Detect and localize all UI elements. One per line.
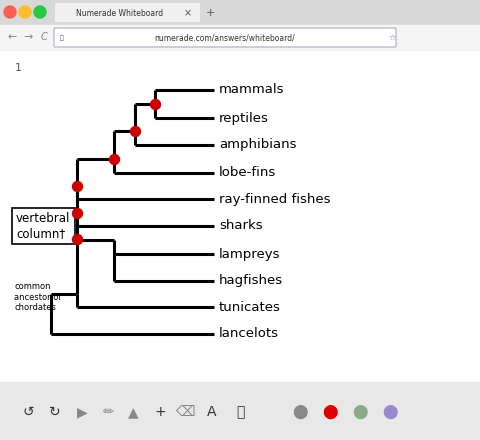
- Point: [132, 128, 139, 135]
- Text: vertebral
column†: vertebral column†: [16, 212, 71, 240]
- Text: ☆: ☆: [388, 33, 396, 43]
- Text: ⬤: ⬤: [322, 405, 338, 419]
- Point: [73, 236, 81, 243]
- Text: ▶: ▶: [77, 405, 87, 419]
- Text: tunicates: tunicates: [219, 301, 281, 314]
- Text: common
ancestor of
chordates: common ancestor of chordates: [14, 282, 62, 312]
- Text: ⬤: ⬤: [292, 405, 308, 419]
- Bar: [0, 0, 480, 25]
- Bar: [0, 25, 480, 50]
- Text: ⬤: ⬤: [352, 405, 368, 419]
- Bar: [55, 3, 200, 22]
- Text: A: A: [207, 405, 217, 419]
- Text: →: →: [24, 32, 33, 42]
- Text: lampreys: lampreys: [219, 248, 280, 260]
- Text: reptiles: reptiles: [219, 112, 269, 125]
- Text: amphibians: amphibians: [219, 138, 297, 151]
- Text: Numerade Whiteboard: Numerade Whiteboard: [76, 8, 164, 18]
- Point: [73, 183, 81, 190]
- Circle shape: [19, 6, 31, 18]
- Text: ✏: ✏: [102, 405, 114, 419]
- Bar: [0, 382, 480, 440]
- Circle shape: [4, 6, 16, 18]
- Bar: [0, 50, 480, 382]
- Text: numerade.com/answers/whiteboard/: numerade.com/answers/whiteboard/: [155, 33, 295, 43]
- Point: [110, 155, 118, 162]
- Text: ↻: ↻: [49, 405, 61, 419]
- Text: 🖼: 🖼: [236, 405, 244, 419]
- Text: ↺: ↺: [22, 405, 34, 419]
- Text: ⬤: ⬤: [382, 405, 398, 419]
- Text: +: +: [205, 8, 215, 18]
- Circle shape: [34, 6, 46, 18]
- Text: 🔒: 🔒: [60, 35, 64, 41]
- Text: ←: ←: [7, 32, 17, 42]
- Text: mammals: mammals: [219, 83, 285, 96]
- Bar: [55, 3, 200, 22]
- Text: hagfishes: hagfishes: [219, 274, 283, 287]
- Text: ⌫: ⌫: [175, 405, 195, 419]
- Text: sharks: sharks: [219, 220, 263, 232]
- Point: [73, 209, 81, 216]
- Text: ray-finned fishes: ray-finned fishes: [219, 193, 330, 206]
- Text: ×: ×: [184, 8, 192, 18]
- Text: C: C: [41, 32, 48, 42]
- Text: 1: 1: [14, 63, 22, 73]
- Text: ▲: ▲: [128, 405, 138, 419]
- FancyBboxPatch shape: [54, 28, 396, 47]
- Text: lancelots: lancelots: [219, 327, 279, 341]
- Text: lobe-fins: lobe-fins: [219, 166, 276, 180]
- Text: +: +: [154, 405, 166, 419]
- Point: [151, 101, 158, 108]
